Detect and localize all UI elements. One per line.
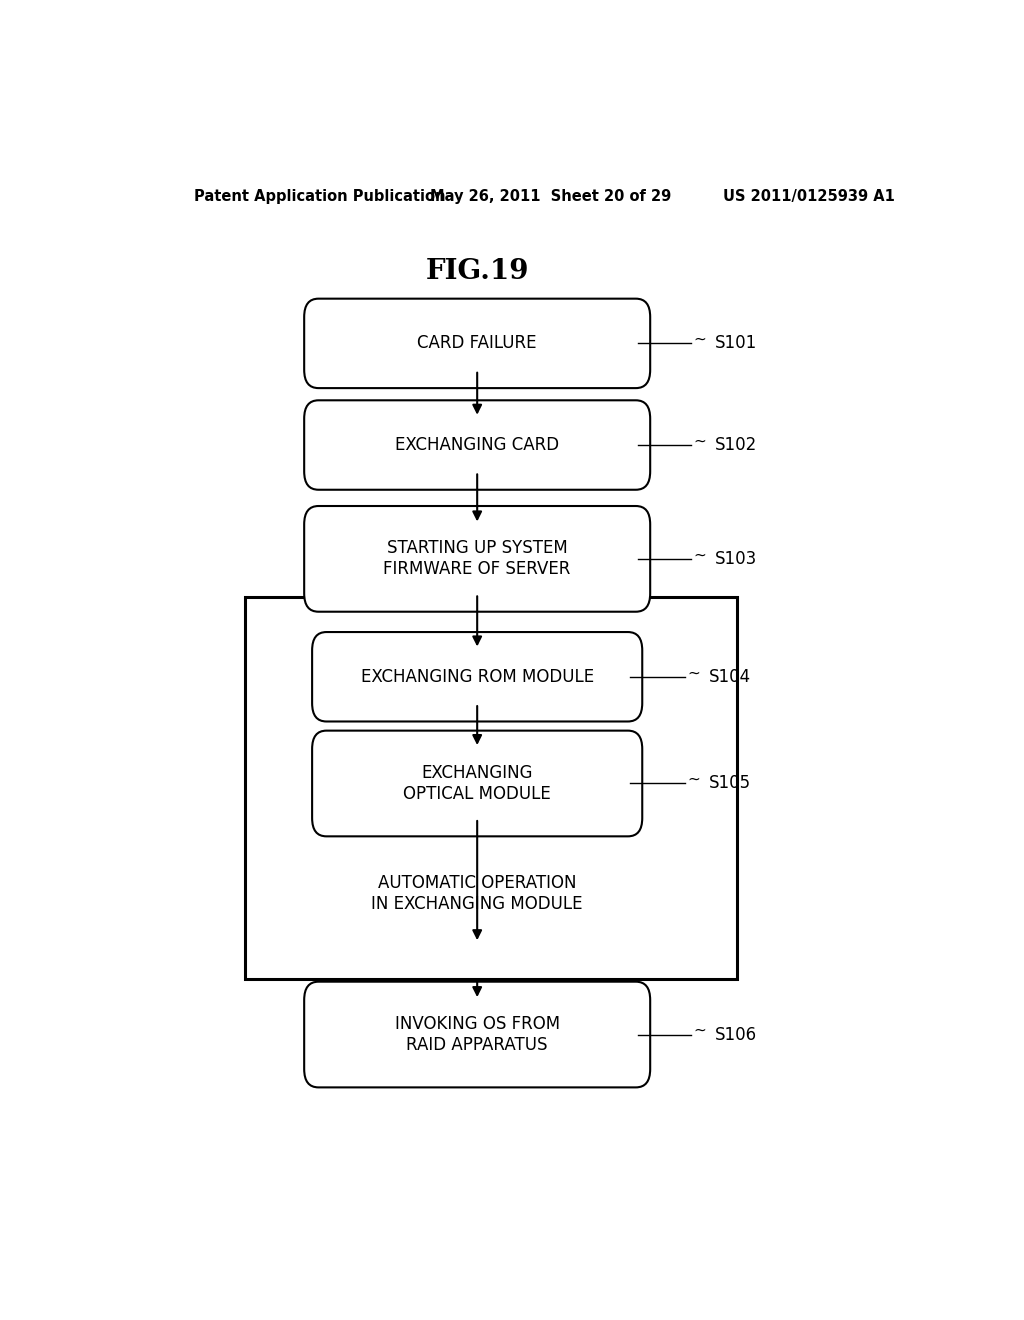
Text: AUTOMATIC OPERATION
IN EXCHANGING MODULE: AUTOMATIC OPERATION IN EXCHANGING MODULE [372, 874, 583, 912]
Text: Patent Application Publication: Patent Application Publication [194, 189, 445, 203]
FancyBboxPatch shape [304, 298, 650, 388]
Text: STARTING UP SYSTEM
FIRMWARE OF SERVER: STARTING UP SYSTEM FIRMWARE OF SERVER [384, 540, 570, 578]
Text: ~: ~ [687, 772, 700, 787]
Text: INVOKING OS FROM
RAID APPARATUS: INVOKING OS FROM RAID APPARATUS [394, 1015, 560, 1053]
Text: S105: S105 [709, 775, 751, 792]
FancyBboxPatch shape [312, 632, 642, 722]
Text: ~: ~ [694, 548, 707, 562]
Text: ~: ~ [694, 433, 707, 449]
Text: ~: ~ [687, 665, 700, 680]
FancyBboxPatch shape [304, 506, 650, 611]
Text: US 2011/0125939 A1: US 2011/0125939 A1 [723, 189, 895, 203]
Text: S104: S104 [709, 668, 751, 686]
Text: S102: S102 [715, 436, 758, 454]
Text: FIG.19: FIG.19 [425, 257, 529, 285]
Text: ~: ~ [694, 1023, 707, 1038]
Text: EXCHANGING CARD: EXCHANGING CARD [395, 436, 559, 454]
FancyBboxPatch shape [304, 982, 650, 1088]
FancyBboxPatch shape [246, 598, 737, 978]
Text: ~: ~ [694, 331, 707, 347]
Text: S103: S103 [715, 550, 758, 568]
Text: EXCHANGING
OPTICAL MODULE: EXCHANGING OPTICAL MODULE [403, 764, 551, 803]
Text: CARD FAILURE: CARD FAILURE [418, 334, 537, 352]
Text: EXCHANGING ROM MODULE: EXCHANGING ROM MODULE [360, 668, 594, 686]
Text: S106: S106 [715, 1026, 758, 1044]
Text: S101: S101 [715, 334, 758, 352]
FancyBboxPatch shape [312, 731, 642, 837]
FancyBboxPatch shape [304, 400, 650, 490]
Text: May 26, 2011  Sheet 20 of 29: May 26, 2011 Sheet 20 of 29 [430, 189, 671, 203]
